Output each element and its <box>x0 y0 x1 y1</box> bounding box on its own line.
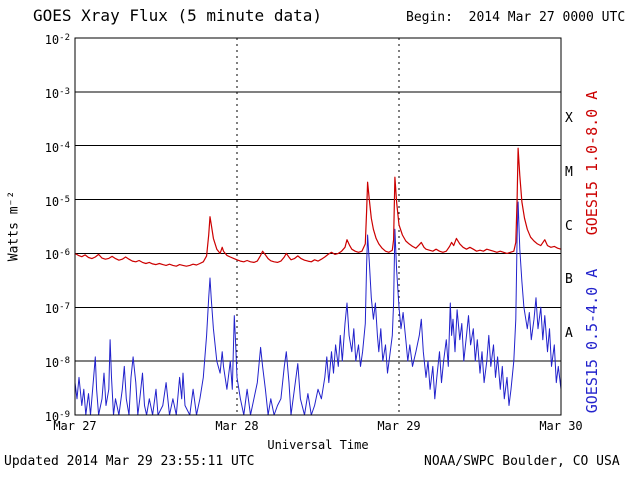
chart-title: GOES Xray Flux (5 minute data) <box>33 6 322 25</box>
x-tick-label: Mar 27 <box>53 419 97 433</box>
flux-class-B: B <box>565 272 573 288</box>
credit-text: NOAA/SWPC Boulder, CO USA <box>424 454 620 469</box>
y-tick-label: 10-6 <box>44 248 70 263</box>
flux-class-M: M <box>565 164 573 180</box>
y-tick-label: 10-7 <box>44 302 70 317</box>
plot-frame <box>74 37 562 416</box>
series-label-short-channel: GOES15 0.5-4.0 A <box>583 268 601 414</box>
series-label-long-channel: GOES15 1.0-8.0 A <box>583 90 601 236</box>
x-tick-label: Mar 28 <box>215 419 259 433</box>
y-tick-label: 10-3 <box>44 86 70 101</box>
begin-timestamp: Begin: 2014 Mar 27 0000 UTC <box>406 10 626 25</box>
x-axis-label: Universal Time <box>267 438 369 452</box>
series-line-goes15-short <box>74 201 562 416</box>
y-tick-label: 10-5 <box>44 194 70 209</box>
flux-class-X: X <box>565 110 573 126</box>
y-tick-label: 10-8 <box>44 356 70 371</box>
flux-class-A: A <box>565 326 573 342</box>
updated-timestamp: Updated 2014 Mar 29 23:55:11 UTC <box>4 454 255 469</box>
y-tick-label: 10-4 <box>44 140 70 155</box>
flux-class-C: C <box>565 218 573 234</box>
x-tick-label: Mar 30 <box>539 419 583 433</box>
x-tick-label: Mar 29 <box>377 419 421 433</box>
y-tick-label: 10-2 <box>44 33 70 47</box>
y-tick-label: 10-9 <box>44 410 70 424</box>
series-line-goes15-long <box>74 147 562 267</box>
